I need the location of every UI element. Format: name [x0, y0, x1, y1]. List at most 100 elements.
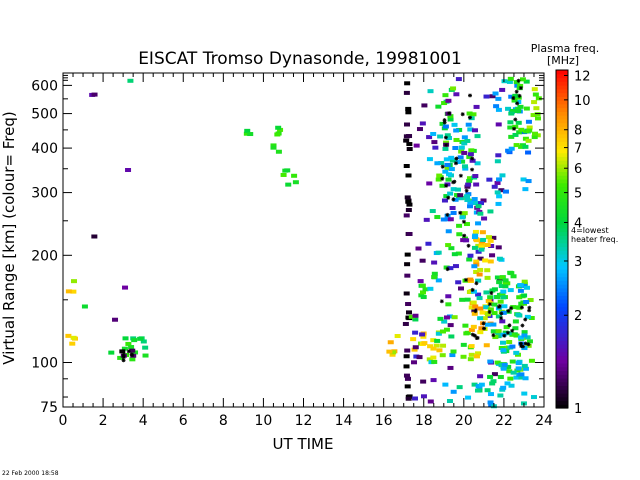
data-point: [446, 314, 453, 319]
data-point: [502, 330, 509, 335]
heater-marker: [464, 188, 469, 193]
data-point: [408, 314, 415, 319]
data-point: [494, 190, 501, 195]
data-point: [491, 311, 498, 316]
data-point: [454, 193, 461, 198]
data-point: [478, 244, 485, 249]
data-point: [496, 194, 503, 199]
data-point: [477, 256, 484, 261]
data-point: [466, 176, 473, 181]
data-point: [489, 253, 496, 258]
data-point: [467, 200, 474, 205]
data-point: [502, 280, 509, 285]
data-point: [480, 237, 487, 242]
data-point: [430, 378, 437, 383]
colorbar-segment: [556, 325, 568, 330]
data-point: [447, 266, 454, 271]
data-point: [487, 209, 494, 214]
colorbar-strip: [555, 69, 569, 409]
data-point: [394, 334, 401, 339]
colorbar-note: 4=lowest: [571, 226, 609, 235]
data-point: [432, 145, 439, 150]
data-point: [521, 281, 528, 286]
colorbar-segment: [556, 239, 568, 244]
data-point: [512, 132, 519, 137]
data-point: [404, 384, 411, 389]
data-point: [468, 148, 475, 153]
data-point: [509, 108, 516, 113]
heater-marker: [439, 299, 444, 304]
colorbar-segment: [556, 400, 568, 405]
data-point: [504, 381, 511, 386]
data-point: [471, 245, 478, 250]
x-tick-label: 12: [295, 413, 313, 429]
x-tick-label: 16: [375, 413, 393, 429]
data-point: [478, 201, 485, 206]
heater-marker: [527, 308, 532, 313]
data-point: [467, 204, 474, 209]
colorbar-segment: [556, 70, 568, 75]
x-tick-label: 0: [59, 413, 68, 429]
data-point: [472, 201, 479, 206]
data-point: [495, 334, 502, 339]
heater-marker: [446, 195, 451, 200]
data-point: [450, 210, 457, 215]
data-point: [517, 83, 524, 88]
data-point: [495, 107, 502, 112]
data-point: [448, 334, 455, 339]
data-point: [417, 279, 424, 284]
colorbar-tick-label: 1: [574, 402, 582, 417]
data-point: [491, 302, 498, 307]
data-point: [442, 382, 449, 387]
colorbar-segment: [556, 306, 568, 311]
colorbar-tick-label: 4: [574, 216, 582, 231]
data-point: [508, 271, 515, 276]
data-point: [413, 354, 420, 359]
data-point: [457, 286, 464, 291]
data-point: [466, 178, 473, 183]
colorbar-segment: [556, 299, 568, 304]
data-point: [444, 162, 451, 167]
data-point: [526, 125, 533, 130]
data-point: [517, 104, 524, 109]
colorbar-segment: [556, 175, 568, 180]
data-point: [473, 182, 480, 187]
data-point: [442, 146, 449, 151]
data-point: [508, 134, 515, 139]
y-tick-label: 300: [31, 186, 58, 202]
colorbar-segment: [556, 122, 568, 127]
data-point: [448, 246, 455, 251]
data-point: [478, 326, 485, 331]
data-point: [474, 388, 481, 393]
heater-marker: [509, 306, 514, 311]
data-point: [510, 370, 517, 375]
colorbar-segment: [556, 148, 568, 154]
data-point: [507, 76, 514, 81]
data-point: [489, 94, 496, 99]
data-point: [491, 184, 498, 189]
heater-marker: [468, 93, 473, 98]
heater-marker: [440, 164, 445, 169]
data-point: [438, 161, 445, 166]
data-point: [405, 302, 412, 307]
data-point: [524, 335, 531, 340]
colorbar-segment: [556, 366, 568, 372]
data-point: [473, 269, 480, 274]
data-point: [465, 192, 472, 197]
data-point: [473, 354, 480, 359]
axes: 0 2 4 6 8 10 12 14 16 18 20 22 247510020030040050060…: [31, 72, 553, 429]
data-point: [442, 124, 449, 129]
y-axis-label: Virtual Range [km] (colour= Freq): [0, 111, 18, 364]
colorbar-segment: [556, 130, 568, 135]
colorbar-segment: [556, 344, 568, 349]
colorbar-segment: [556, 272, 568, 278]
data-point: [435, 177, 442, 182]
data-point: [406, 134, 413, 139]
data-point: [448, 155, 455, 160]
data-point: [403, 291, 410, 296]
data-point: [458, 149, 465, 154]
data-point: [410, 337, 417, 342]
heater-marker: [447, 111, 452, 116]
data-point: [497, 375, 504, 380]
